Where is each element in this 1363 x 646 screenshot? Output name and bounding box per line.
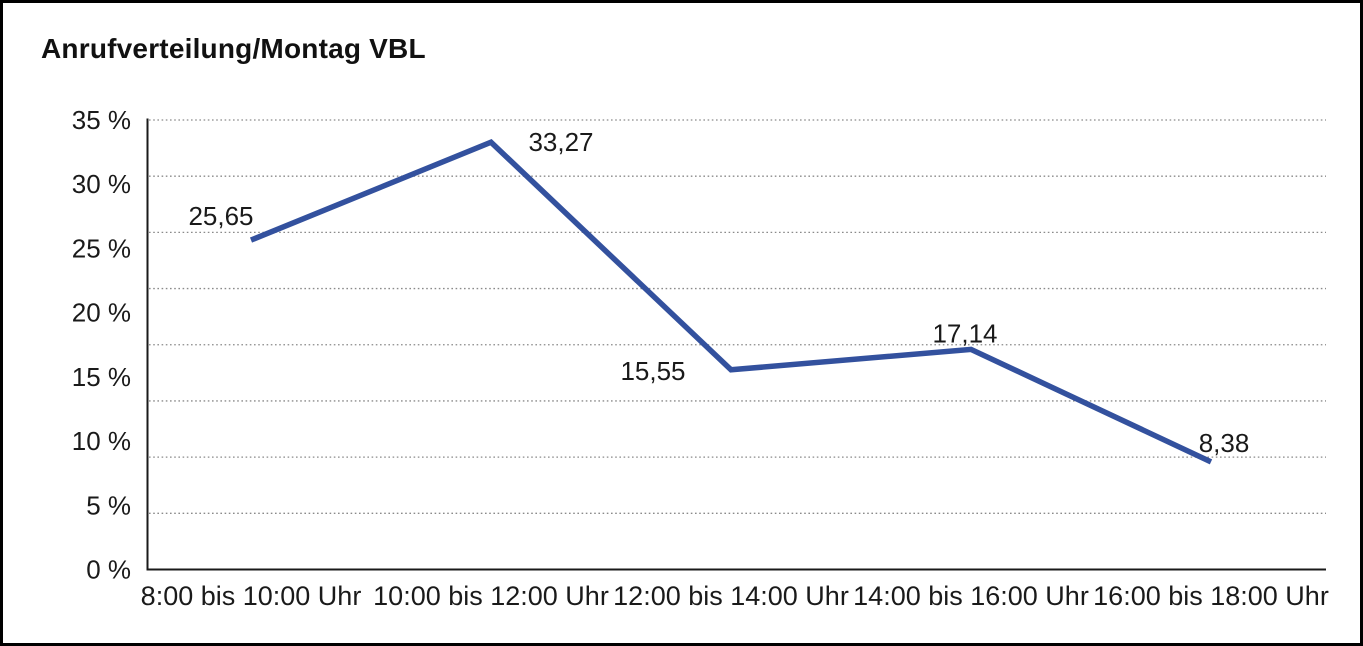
- x-category-label: 14:00 bis 16:00 Uhr: [853, 581, 1089, 611]
- x-category-label: 12:00 bis 14:00 Uhr: [613, 581, 849, 611]
- line-chart-canvas: 35 % 30 % 25 % 20 % 15 % 10 % 5 % 0 % 8:00 bis 1…: [72, 105, 1329, 611]
- data-point-label: 8,38: [1199, 428, 1250, 458]
- data-point-label: 33,27: [528, 127, 593, 157]
- x-category-label: 10:00 bis 12:00 Uhr: [373, 581, 609, 611]
- y-tick-label: 30 %: [72, 169, 131, 199]
- y-tick-label: 25 %: [72, 233, 131, 263]
- x-category-label: 8:00 bis 10:00 Uhr: [141, 581, 362, 611]
- y-tick-label: 35 %: [72, 105, 131, 135]
- x-category-label: 16:00 bis 18:00 Uhr: [1093, 581, 1329, 611]
- y-tick-label: 20 %: [72, 298, 131, 328]
- chart-title: Anrufverteilung/Montag VBL: [41, 33, 426, 64]
- y-tick-label: 5 %: [86, 490, 131, 520]
- y-tick-label: 0 %: [86, 555, 131, 585]
- y-tick-label: 10 %: [72, 426, 131, 456]
- data-point-label: 25,65: [188, 201, 253, 231]
- series-line: [249, 139, 1213, 465]
- data-point-label: 15,55: [620, 356, 685, 386]
- data-point-label: 17,14: [932, 318, 997, 348]
- y-tick-label: 15 %: [72, 362, 131, 392]
